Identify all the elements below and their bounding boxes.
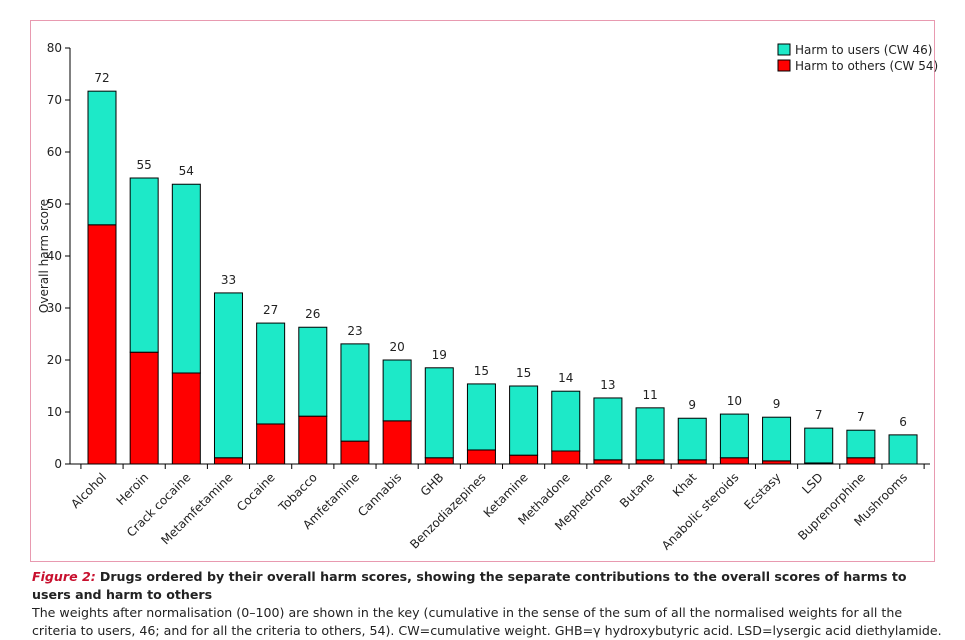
total-label: 54 xyxy=(179,164,194,178)
x-tick-label: Khat xyxy=(670,470,700,500)
total-label: 10 xyxy=(727,394,742,408)
caption-label: Figure 2: xyxy=(32,569,96,584)
bar-segment xyxy=(256,423,286,465)
x-tick-label: Ecstasy xyxy=(741,470,783,512)
bar-segment xyxy=(424,457,454,465)
total-label: 19 xyxy=(432,348,447,362)
bar-segment xyxy=(382,420,412,465)
caption-text: The weights after normalisation (0–100) … xyxy=(32,605,942,638)
total-label: 55 xyxy=(137,158,152,172)
total-label: 15 xyxy=(474,364,489,378)
bar-segment xyxy=(466,383,496,451)
y-tick-label: 70 xyxy=(47,93,62,107)
legend-swatch xyxy=(777,43,791,56)
bar-segment xyxy=(551,390,581,452)
legend-label: Harm to others (CW 54) xyxy=(795,59,938,73)
bar-segment xyxy=(677,417,707,461)
total-label: 11 xyxy=(642,388,657,402)
total-label: 7 xyxy=(857,410,865,424)
bar-segment xyxy=(382,359,412,422)
bar-segment xyxy=(846,429,876,459)
bar-segment xyxy=(213,292,243,459)
bar-segment xyxy=(762,416,792,462)
y-tick-label: 30 xyxy=(47,301,62,315)
total-label: 9 xyxy=(773,397,781,411)
total-label: 7 xyxy=(815,408,823,422)
x-tick-label: Alcohol xyxy=(68,470,109,511)
legend-label: Harm to users (CW 46) xyxy=(795,43,932,57)
bar-segment xyxy=(256,322,286,425)
y-tick-label: 80 xyxy=(47,41,62,55)
total-label: 14 xyxy=(558,371,573,385)
legend-swatch xyxy=(777,59,791,72)
bar-segment xyxy=(340,343,370,442)
y-tick-label: 60 xyxy=(47,145,62,159)
x-tick-label: GHB xyxy=(418,470,447,499)
x-tick-label: Anabolic steroids xyxy=(659,470,742,553)
y-tick-label: 50 xyxy=(47,197,62,211)
total-label: 15 xyxy=(516,366,531,380)
bar-segment xyxy=(846,457,876,465)
y-axis-label: Overall harm score xyxy=(37,199,51,313)
x-tick-label: Butane xyxy=(617,470,657,510)
chart: Overall harm score 0 10 20 30 40 50 60 70 80 72 Al… xyxy=(37,41,938,553)
bar-segment xyxy=(593,397,623,461)
bar-segment xyxy=(509,385,539,456)
total-label: 23 xyxy=(347,324,362,338)
x-tick-label: Cocaine xyxy=(234,470,278,514)
bar-segment xyxy=(129,351,159,465)
bar-segment xyxy=(677,459,707,465)
total-label: 13 xyxy=(600,378,615,392)
bar-segment xyxy=(551,450,581,465)
caption-title: Drugs ordered by their overall harm scor… xyxy=(32,569,907,602)
bar-segment xyxy=(340,440,370,465)
total-label: 6 xyxy=(899,415,907,429)
x-tick-label: Benzodiazepines xyxy=(407,470,488,551)
total-label: 9 xyxy=(688,398,696,412)
y-tick-label: 20 xyxy=(47,353,62,367)
bar-segment xyxy=(87,224,117,465)
y-tick-label: 40 xyxy=(47,249,62,263)
y-tick-label: 10 xyxy=(47,405,62,419)
bar-segment xyxy=(635,459,665,465)
bar-segment xyxy=(129,177,159,353)
bar-segment xyxy=(298,326,328,417)
bar-segment xyxy=(213,457,243,465)
total-label: 33 xyxy=(221,273,236,287)
bar-segment xyxy=(466,449,496,465)
x-tick-label: Heroin xyxy=(114,470,152,508)
bar-segment xyxy=(298,415,328,465)
bar-segment xyxy=(719,457,749,465)
x-tick-label: LSD xyxy=(799,470,826,497)
bar-segment xyxy=(888,434,918,465)
bar-segment xyxy=(719,413,749,459)
x-tick-label: Metamfetamine xyxy=(158,470,235,547)
caption: Figure 2: Drugs ordered by their overall… xyxy=(32,568,942,640)
total-label: 27 xyxy=(263,303,278,317)
total-label: 72 xyxy=(94,71,109,85)
total-label: 26 xyxy=(305,307,320,321)
bar-segment xyxy=(171,183,201,374)
bar-segment xyxy=(635,407,665,461)
total-label: 20 xyxy=(389,340,404,354)
bar-segment xyxy=(804,427,834,464)
chart-frame xyxy=(30,20,935,562)
bar-segment xyxy=(424,367,454,459)
bar-segment xyxy=(509,454,539,465)
x-tick-label: Cannabis xyxy=(355,470,404,519)
bar-segment xyxy=(593,459,623,465)
bar-segment xyxy=(87,90,117,226)
bar-segment xyxy=(171,372,201,465)
y-tick-label: 0 xyxy=(54,457,62,471)
